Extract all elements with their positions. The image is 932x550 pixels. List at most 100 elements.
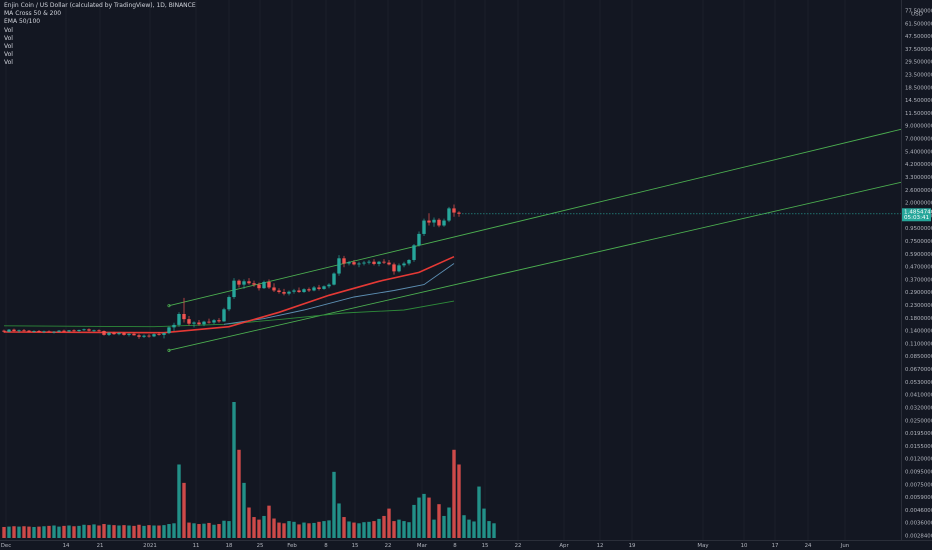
volume-bar [477,486,481,538]
y-tick-label: 2.60000000 [905,188,932,194]
legend-ema[interactable]: EMA 50/100 [4,18,41,26]
volume-bar [97,525,101,538]
candle [72,329,76,332]
time-axis[interactable]: Dec 14 21 2021 11 18 25 Feb 8 15 22 Mar 8 15 22 Apr 12 19… [1,543,849,549]
candle [47,330,51,333]
y-tick-label: 0.11000000 [905,341,932,347]
candle [232,278,236,299]
x-tick-label: Jun [840,543,849,549]
channel-upper-line[interactable] [168,37,932,307]
x-tick-label: 21 [97,543,104,549]
legend-vol-3[interactable]: Vol [4,43,13,51]
candle [397,263,401,273]
volume-bar [452,449,456,538]
candle [222,307,226,322]
x-tick-label: 15 [482,543,489,549]
y-tick-label: 0.04100000 [905,393,932,399]
volume-bar [182,482,186,538]
y-tick-label: 11.50000000 [905,111,932,117]
candle [102,330,106,336]
volume-bar [447,507,451,538]
candle [247,278,251,285]
candle [347,260,351,266]
trend-channel[interactable] [167,37,932,352]
legend-vol-5[interactable]: Vol [4,59,13,67]
volume-bars [2,402,496,538]
volume-bar [387,508,391,538]
candle [192,321,196,328]
volume-bar [377,518,381,538]
candle [262,280,266,289]
y-tick-label: 0.00460000 [905,508,932,514]
volume-bar [362,522,366,538]
channel-anchor[interactable] [167,304,171,308]
volume-bar [232,402,236,538]
legend-ma-cross[interactable]: MA Cross 50 & 200 [4,10,62,18]
candle [172,322,176,332]
candle [82,328,86,332]
y-tick-label: 0.75000000 [905,239,932,245]
volume-bar [222,520,226,538]
x-tick-label: 11 [193,543,200,549]
y-tick-label: 47.50000000 [905,34,932,40]
candle [182,297,186,323]
legend-vol-4[interactable]: Vol [4,51,13,59]
volume-bar [147,525,151,538]
x-tick-label: Dec [1,543,11,549]
volume-bar [177,464,181,538]
volume-bar [277,522,281,538]
volume-bar [7,526,11,538]
price-axis[interactable]: 77.50000000 61.50000000 47.50000000 37.5000… [905,9,932,540]
channel-anchor[interactable] [167,348,171,352]
candle [152,333,156,338]
candle [337,255,341,276]
volume-bar [262,515,266,538]
volume-bar [402,521,406,538]
candle-countdown: 05:03:41 [904,215,930,221]
y-axis-unit: USD [911,12,923,18]
volume-bar [202,523,206,538]
volume-bar [112,525,116,538]
candle [427,213,431,226]
volume-bar [472,521,476,538]
legend-vol-2[interactable]: Vol [4,34,13,42]
candle [167,326,171,335]
y-tick-label: 0.06700000 [905,367,932,373]
last-price-value: 1.48547400 [904,209,932,215]
y-tick-label: 0.00360000 [905,521,932,527]
y-tick-label: 14.50000000 [905,98,932,104]
y-tick-label: 0.00950000 [905,469,932,475]
candle [92,329,96,333]
candle [377,260,381,267]
candle [112,331,116,335]
volume-bar [87,525,91,538]
y-tick-label: 0.59000000 [905,252,932,258]
candles [2,204,461,339]
grid [5,0,846,540]
volume-bar [392,521,396,538]
candle [97,329,101,332]
candle [157,332,161,336]
candle [332,272,336,286]
candle [37,329,41,333]
volume-bar [12,526,16,538]
volume-bar [332,471,336,538]
candle [57,329,61,333]
volume-bar [107,524,111,538]
candle [257,282,261,291]
legend-vol-1[interactable]: Vol [4,26,13,34]
x-tick-label: 18 [226,543,233,549]
volume-bar [47,525,51,538]
y-tick-label: 9.00000000 [905,124,932,130]
x-tick-label: May [697,543,709,549]
volume-bar [307,523,311,538]
x-tick-label: Apr [559,543,569,549]
volume-bar [197,524,201,538]
volume-bar [2,526,6,538]
channel-lower-line[interactable] [168,122,932,351]
y-tick-label: 18.50000000 [905,85,932,91]
volume-bar [302,522,306,538]
volume-bar [227,521,231,538]
